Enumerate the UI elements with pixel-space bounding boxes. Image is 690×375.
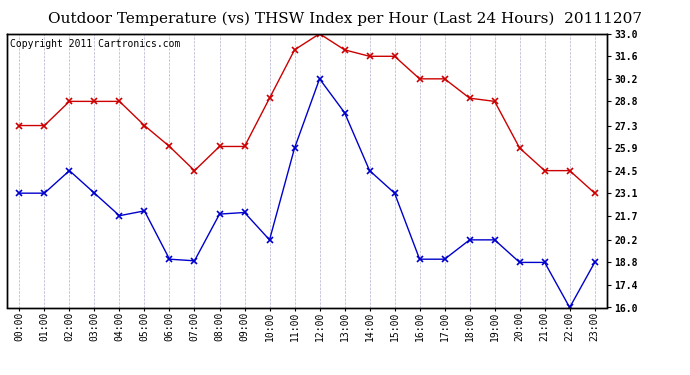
Text: Copyright 2011 Cartronics.com: Copyright 2011 Cartronics.com [10, 39, 180, 49]
Text: Outdoor Temperature (vs) THSW Index per Hour (Last 24 Hours)  20111207: Outdoor Temperature (vs) THSW Index per … [48, 11, 642, 26]
